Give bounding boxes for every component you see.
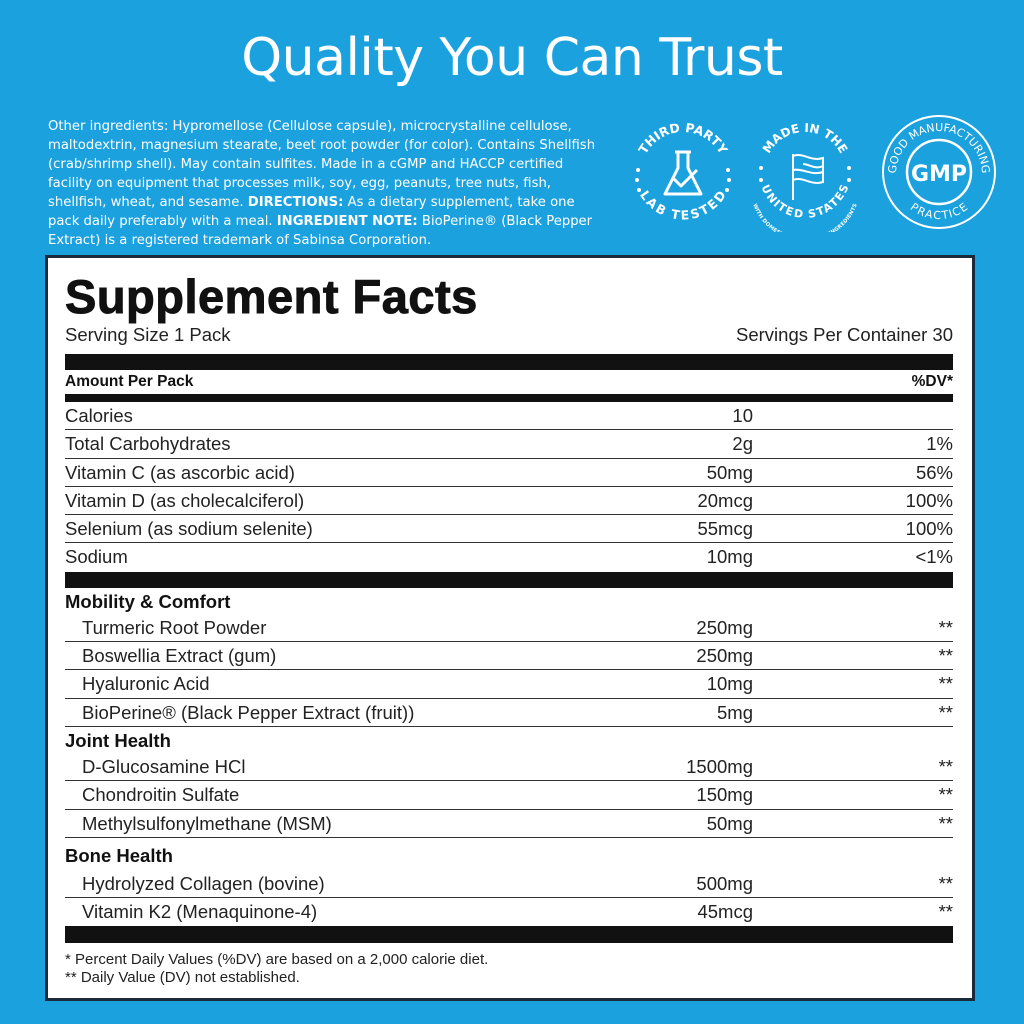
directions-label: DIRECTIONS: <box>247 195 344 210</box>
svg-text:MADE IN THE: MADE IN THE <box>760 121 851 156</box>
footnote-not-established: ** Daily Value (DV) not established. <box>65 969 300 987</box>
headline: Quality You Can Trust <box>241 28 783 88</box>
table-row: Selenium (as sodium selenite) 55mcg 100% <box>65 515 953 544</box>
nutrient-dv: ** <box>938 784 953 806</box>
third-party-lab-tested-badge: THIRD PARTY LAB TESTED <box>635 120 731 222</box>
nutrient-amount: 250mg <box>696 616 753 638</box>
table-row: Hydrolyzed Collagen (bovine) 500mg ** <box>65 870 953 899</box>
made-in-usa-badge: MADE IN THE UNITED STATES WITH DOMESTIC … <box>751 121 859 232</box>
table-row: Vitamin C (as ascorbic acid) 50mg 56% <box>65 459 953 487</box>
table-row: Sodium 10mg <1% <box>65 543 953 571</box>
nutrient-dv: ** <box>938 812 953 834</box>
nutrient-amount: 50mg <box>706 812 753 834</box>
nutrient-name: Vitamin D (as cholecalciferol) <box>65 489 305 511</box>
nutrient-dv: 1% <box>926 433 953 455</box>
table-row: Methylsulfonylmethane (MSM) 50mg ** <box>65 810 953 838</box>
table-row: Boswellia Extract (gum) 250mg ** <box>65 642 953 671</box>
nutrient-name: BioPerine® (Black Pepper Extract (fruit)… <box>82 701 415 723</box>
table-row: Total Carbohydrates 2g 1% <box>65 430 953 459</box>
nutrient-dv: ** <box>938 755 953 777</box>
table-row: Vitamin K2 (Menaquinone-4) 45mcg ** <box>65 898 953 926</box>
serving-size: Serving Size 1 Pack <box>65 324 231 345</box>
ingredient-note-label: INGREDIENT NOTE: <box>276 214 418 229</box>
nutrient-dv: ** <box>938 645 953 667</box>
ingredient-note-text: BioPerine® (Black Pepper Extract) is a r… <box>48 214 593 248</box>
nutrient-dv: ** <box>938 701 953 723</box>
nutrient-name: D-Glucosamine HCl <box>82 755 246 777</box>
nutrient-dv: ** <box>938 872 953 894</box>
footnotes: * Percent Daily Values (%DV) are based o… <box>65 951 953 987</box>
dv-header: %DV* <box>911 373 953 390</box>
nutrient-amount: 2g <box>732 433 753 455</box>
group-header: Mobility & Comfort <box>65 590 231 612</box>
table-row: Calories 10 <box>65 402 953 431</box>
flask-check-icon <box>663 150 703 196</box>
table-row: Hyaluronic Acid 10mg ** <box>65 670 953 699</box>
table-row: BioPerine® (Black Pepper Extract (fruit)… <box>65 699 953 727</box>
nutrient-name: Selenium (as sodium selenite) <box>65 518 313 540</box>
nutrient-amount: 10mg <box>706 546 753 568</box>
nutrient-dv <box>753 402 953 429</box>
group-header: Bone Health <box>65 844 173 866</box>
gmp-badge: GOOD MANUFACTURING PRACTICE GMP <box>882 115 996 229</box>
other-ingredients-text: Other ingredients: Hypromellose (Cellulo… <box>48 117 608 250</box>
nutrient-amount: 45mcg <box>697 901 753 923</box>
nutrient-name: Vitamin C (as ascorbic acid) <box>65 461 295 483</box>
nutrient-name: Sodium <box>65 546 128 568</box>
table-row: Turmeric Root Powder 250mg ** <box>65 614 953 643</box>
nutrient-name: Boswellia Extract (gum) <box>82 645 277 667</box>
ingredients-text: Other ingredients: Hypromellose (Cellulo… <box>48 119 596 210</box>
nutrient-amount: 1500mg <box>686 755 753 777</box>
nutrient-amount: 20mcg <box>697 489 753 511</box>
supplement-facts-panel: Supplement Facts Serving Size 1 Pack Ser… <box>45 255 975 1001</box>
nutrient-amount: 150mg <box>696 784 753 806</box>
nutrient-dv: ** <box>938 616 953 638</box>
nutrient-amount: 55mcg <box>697 518 753 540</box>
us-flag-icon <box>792 154 824 200</box>
nutrient-amount: 250mg <box>696 645 753 667</box>
thick-rule <box>65 354 953 370</box>
nutrient-dv: <1% <box>915 546 953 568</box>
nutrient-dv: ** <box>938 673 953 695</box>
nutrient-dv: 56% <box>915 461 953 483</box>
directions-text: As a dietary supplement, take one pack d… <box>48 195 575 229</box>
nutrient-name: Methylsulfonylmethane (MSM) <box>82 812 332 834</box>
svg-text:UNITED STATES: UNITED STATES <box>759 183 852 221</box>
nutrient-amount: 5mg <box>717 701 753 723</box>
medium-rule <box>65 394 953 402</box>
thick-rule <box>65 926 953 944</box>
nutrient-amount: 10mg <box>706 673 753 695</box>
nutrient-dv: 100% <box>905 489 953 511</box>
nutrient-amount: 50mg <box>706 461 753 483</box>
nutrient-dv: ** <box>938 901 953 923</box>
group-header: Joint Health <box>65 729 171 751</box>
gmp-icon: GMP <box>911 162 967 187</box>
footnote-dv: * Percent Daily Values (%DV) are based o… <box>65 951 489 969</box>
nutrient-amount: 10 <box>732 405 753 426</box>
nutrient-name: Chondroitin Sulfate <box>82 784 240 806</box>
servings-per-container: Servings Per Container 30 <box>736 324 953 345</box>
table-row: Vitamin D (as cholecalciferol) 20mcg 100% <box>65 487 953 516</box>
table-row: D-Glucosamine HCl 1500mg ** <box>65 753 953 782</box>
nutrient-name: Turmeric Root Powder <box>82 616 267 638</box>
amount-header-row: Amount Per Pack %DV* <box>65 370 953 394</box>
amount-header: Amount Per Pack <box>65 373 194 390</box>
facts-title: Supplement Facts <box>65 270 478 323</box>
thick-rule <box>65 571 953 588</box>
serving-info: Serving Size 1 Pack Servings Per Contain… <box>65 322 953 348</box>
nutrient-name: Calories <box>65 405 133 426</box>
table-row: Chondroitin Sulfate 150mg ** <box>65 781 953 810</box>
nutrient-name: Hyaluronic Acid <box>82 673 210 695</box>
nutrient-dv: 100% <box>905 518 953 540</box>
nutrient-name: Vitamin K2 (Menaquinone-4) <box>82 901 318 923</box>
nutrient-amount: 500mg <box>696 872 753 894</box>
nutrient-name: Total Carbohydrates <box>65 433 231 455</box>
nutrient-name: Hydrolyzed Collagen (bovine) <box>82 872 325 894</box>
